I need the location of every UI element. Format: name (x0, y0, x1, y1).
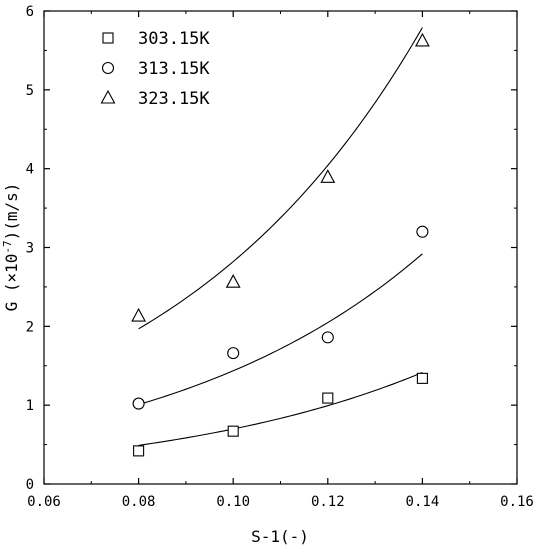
y-tick-label: 6 (26, 4, 34, 20)
data-point-triangle (320, 169, 336, 183)
data-point-circle (416, 225, 429, 238)
x-axis: 0.06 0.08 0.10 0.12 0.14 0.16 (27, 11, 534, 510)
legend-label: 313.15K (138, 59, 210, 79)
y-tick-label: 5 (26, 83, 34, 99)
data-point-triangle (414, 32, 430, 47)
y-axis-label-suffix: )(m/s) (2, 183, 21, 241)
fit-curve-circle (138, 253, 423, 406)
plot-frame (43, 10, 518, 485)
legend-marker-square (102, 32, 114, 44)
x-tick-label: 0.06 (27, 494, 61, 510)
data-point-square (133, 445, 145, 457)
x-tick-label: 0.08 (122, 494, 156, 510)
x-tick-label: 0.12 (311, 494, 345, 510)
data-points (131, 32, 430, 457)
data-point-circle (132, 397, 145, 410)
y-axis-label-prefix: G (×10 (2, 254, 21, 312)
data-point-square (322, 392, 334, 404)
y-tick-label: 1 (26, 398, 34, 414)
legend-label: 303.15K (138, 29, 210, 49)
x-tick-label: 0.10 (216, 494, 250, 510)
fit-curves (138, 27, 423, 446)
y-axis-label: G (×10-7)(m/s) (1, 183, 21, 312)
legend-label: 323.15K (138, 89, 210, 109)
y-tick-label: 2 (26, 319, 34, 335)
legend: 303.15K 313.15K 323.15K (100, 29, 210, 109)
fit-curve-triangle (138, 27, 423, 330)
data-point-triangle (225, 274, 241, 288)
x-tick-label: 0.14 (406, 494, 440, 510)
fit-curve-square (138, 371, 423, 446)
y-axis-label-exponent: -7 (1, 240, 14, 253)
legend-marker-circle (101, 61, 115, 75)
y-tick-label: 4 (26, 162, 34, 178)
x-tick-label: 0.16 (500, 494, 534, 510)
y-axis: 0 1 2 3 4 5 6 (26, 4, 517, 493)
data-point-square (416, 372, 428, 384)
data-point-square (227, 425, 239, 437)
legend-marker-triangle (100, 89, 116, 104)
data-point-triangle (131, 307, 147, 322)
y-tick-label: 0 (26, 477, 34, 493)
data-point-circle (321, 331, 334, 344)
y-tick-label: 3 (26, 241, 34, 257)
data-point-circle (227, 347, 240, 360)
x-axis-label: S-1(-) (251, 527, 309, 546)
